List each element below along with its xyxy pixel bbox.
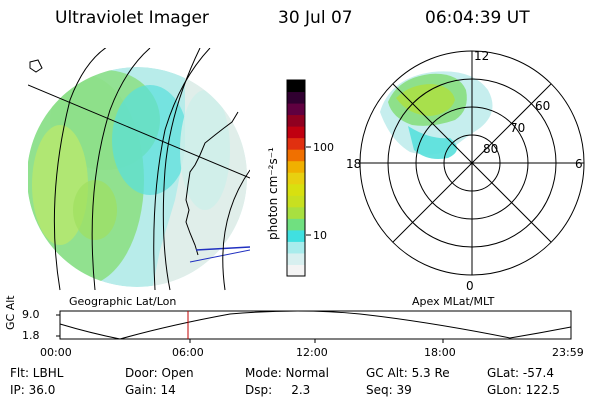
info-flt: Flt: LBHL xyxy=(10,366,64,380)
altitude-plot xyxy=(56,310,572,343)
colorbar-segment xyxy=(287,264,305,277)
info-dsp: Dsp: 2.3 xyxy=(245,383,311,397)
colorbar-segment xyxy=(287,183,305,196)
coastline xyxy=(185,111,239,256)
colorbar-segment xyxy=(287,241,305,254)
app-title: Ultraviolet Imager xyxy=(55,8,209,28)
altitude-ytick-min: 1.8 xyxy=(22,329,40,342)
colorbar-segment xyxy=(287,229,305,242)
altitude-xtick-2359: 23:59 xyxy=(552,346,584,359)
colorbar-segment xyxy=(287,172,305,185)
info-ip: IP: 36.0 xyxy=(10,383,56,397)
mlt-label-12: 12 xyxy=(474,49,489,63)
colorbar-segment xyxy=(287,91,305,104)
info-glon: GLon: 122.5 xyxy=(487,383,560,397)
mlt-label-18: 18 xyxy=(346,157,361,171)
colorbar-segment xyxy=(287,137,305,150)
colorbar-tick-100: 100 xyxy=(313,141,334,154)
mlt-label-6: 6 xyxy=(575,157,583,171)
colorbar-segment xyxy=(287,149,305,162)
info-mode: Mode: Normal xyxy=(245,366,329,380)
colorbar-segment xyxy=(287,195,305,208)
colorbar-frame xyxy=(286,79,306,277)
info-gc-alt: GC Alt: 5.3 Re xyxy=(366,366,450,380)
colorbar-segment xyxy=(287,206,305,219)
header-date: 30 Jul 07 xyxy=(278,8,353,28)
colorbar-segment xyxy=(287,252,305,265)
polar-panel-label: Apex MLat/MLT xyxy=(412,295,495,308)
lat-label-60: 60 xyxy=(535,99,550,113)
colorbar-segment xyxy=(287,114,305,127)
colorbar-segment xyxy=(287,126,305,139)
altitude-xtick-1200: 12:00 xyxy=(296,346,328,359)
altitude-xtick-0600: 06:00 xyxy=(172,346,204,359)
info-seq: Seq: 39 xyxy=(366,383,412,397)
colorbar-unit-label: photon cm⁻²s⁻¹ xyxy=(266,147,280,240)
polar-aurora xyxy=(380,71,493,159)
altitude-xtick-1800: 18:00 xyxy=(424,346,456,359)
colorbar-segment xyxy=(287,103,305,116)
colorbar-segment xyxy=(287,218,305,231)
info-door: Door: Open xyxy=(125,366,194,380)
info-gain: Gain: 14 xyxy=(125,383,176,397)
colorbar-segment xyxy=(287,160,305,173)
polar-grid xyxy=(359,50,585,276)
altitude-ylabel: GC Alt xyxy=(4,295,17,330)
colorbar-segment xyxy=(287,80,305,93)
altitude-curve xyxy=(59,310,572,340)
colorbar xyxy=(286,79,306,277)
geographic-panel-label: Geographic Lat/Lon xyxy=(69,295,177,308)
altitude-xtick-0000: 00:00 xyxy=(40,346,72,359)
header-time: 06:04:39 UT xyxy=(425,8,530,28)
geographic-image xyxy=(28,48,250,291)
geo-grid xyxy=(28,48,250,291)
altitude-ytick-max: 9.0 xyxy=(22,308,40,321)
colorbar-tick-10: 10 xyxy=(313,229,327,242)
lat-label-70: 70 xyxy=(510,121,525,135)
info-glat: GLat: -57.4 xyxy=(487,366,554,380)
mlt-label-0: 0 xyxy=(466,279,474,293)
lat-label-80: 80 xyxy=(483,142,498,156)
